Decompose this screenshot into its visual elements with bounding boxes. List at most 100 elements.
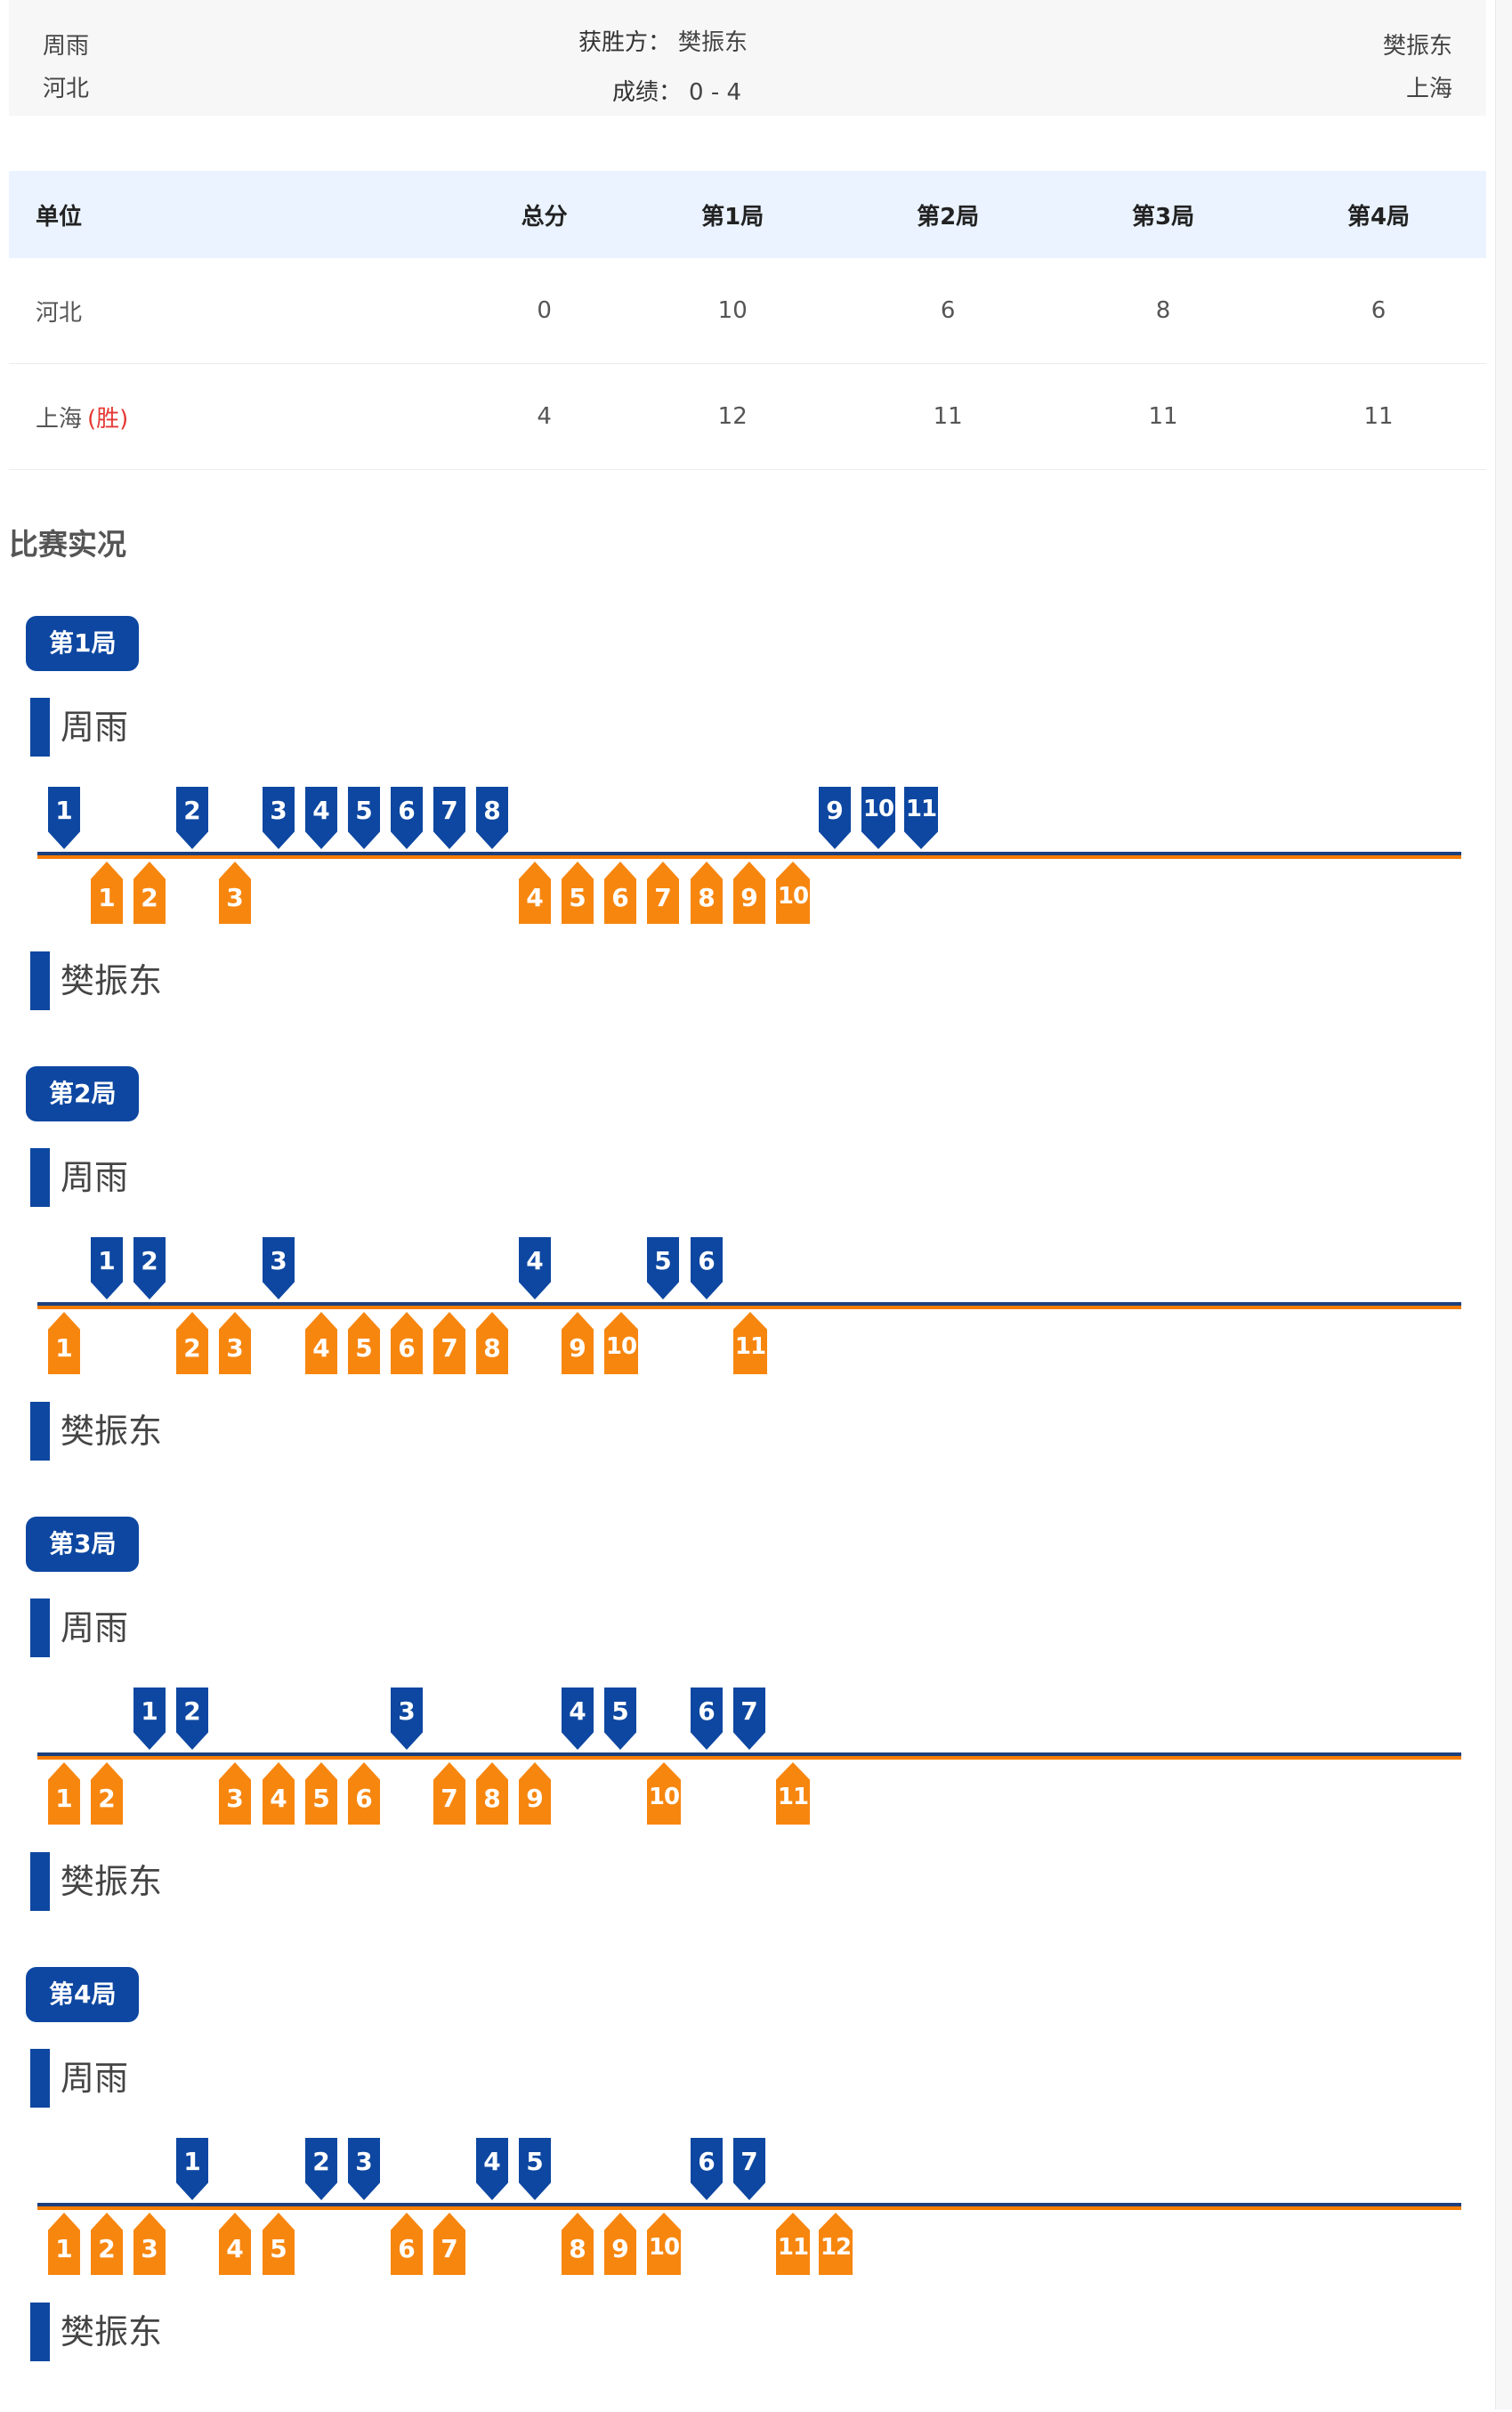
- point-marker-player-b: 11: [776, 2213, 810, 2275]
- player-marker-bar: [30, 1852, 50, 1911]
- table-cell: 11: [1271, 363, 1486, 470]
- player-b-name: 樊振东: [61, 2312, 163, 2351]
- live-section-title: 比赛实况: [9, 527, 126, 562]
- point-marker-player-b: 11: [776, 1762, 810, 1825]
- player-a-label: 周雨: [30, 698, 128, 757]
- point-marker-player-b: 4: [519, 862, 551, 924]
- game-section: 第2局 周雨 1 1 2 2 3 3 4 5 6 7 8 4 9 10 5 6 11 樊振东: [0, 1066, 1495, 1511]
- point-marker-player-b: 1: [48, 1762, 80, 1825]
- left-side: 周雨 河北: [43, 25, 89, 110]
- player-marker-bar: [30, 1402, 50, 1461]
- column-header: 单位: [9, 171, 464, 258]
- score-row: 成绩： 0 - 4: [612, 68, 741, 117]
- player-a-label: 周雨: [30, 1148, 128, 1207]
- point-marker-player-b: 7: [433, 1312, 465, 1374]
- point-marker-player-b: 5: [348, 1312, 380, 1374]
- score-value: 0 - 4: [689, 79, 742, 106]
- point-marker-player-b: 10: [776, 862, 810, 924]
- point-marker-player-b: 9: [562, 1312, 594, 1374]
- point-marker-player-a: 6: [391, 787, 423, 849]
- point-marker-player-b: 4: [263, 1762, 295, 1825]
- point-marker-player-b: 1: [48, 1312, 80, 1374]
- player-b-label: 樊振东: [30, 951, 162, 1010]
- timeline-line: [37, 852, 1461, 855]
- table-cell: 10: [625, 258, 841, 364]
- point-marker-player-b: 9: [604, 2213, 636, 2275]
- point-marker-player-b: 3: [219, 862, 251, 924]
- point-marker-player-b: 5: [263, 2213, 295, 2275]
- point-marker-player-a: 6: [691, 2138, 723, 2200]
- point-marker-player-b: 10: [647, 2213, 681, 2275]
- point-marker-player-a: 8: [476, 787, 508, 849]
- point-marker-player-b: 7: [433, 2213, 465, 2275]
- player-a-label: 周雨: [30, 1599, 128, 1657]
- point-marker-player-b: 4: [305, 1312, 337, 1374]
- player-marker-bar: [30, 951, 50, 1010]
- point-marker-player-a: 4: [562, 1688, 594, 1750]
- table-header-row: 单位 总分 第1局 第2局 第3局 第4局: [9, 171, 1486, 258]
- table-row: 河北 0 10 6 8 6: [9, 258, 1486, 364]
- game-badge: 第4局: [26, 1967, 140, 2022]
- timeline-line: [37, 1302, 1461, 1306]
- point-marker-player-b: 2: [91, 2213, 123, 2275]
- player-b-label: 樊振东: [30, 1852, 162, 1911]
- timeline-line: [37, 2206, 1461, 2210]
- point-marker-player-a: 4: [305, 787, 337, 849]
- column-header: 第3局: [1055, 171, 1272, 258]
- point-marker-player-a: 5: [519, 2138, 551, 2200]
- point-marker-player-b: 6: [348, 1762, 380, 1825]
- point-marker-player-b: 6: [391, 1312, 423, 1374]
- table-cell: 8: [1055, 258, 1272, 364]
- winner-row: 获胜方： 樊振东: [578, 18, 748, 68]
- point-marker-player-a: 7: [433, 787, 465, 849]
- player-marker-bar: [30, 698, 50, 757]
- point-marker-player-a: 2: [176, 787, 208, 849]
- point-marker-player-b: 3: [133, 2213, 166, 2275]
- point-marker-player-b: 3: [219, 1762, 251, 1825]
- player-a-name: 周雨: [61, 2059, 129, 2098]
- point-marker-player-b: 5: [562, 862, 594, 924]
- timeline-line: [37, 2203, 1461, 2206]
- player-b-name: 樊振东: [61, 1412, 163, 1451]
- unit-name: 河北: [36, 299, 83, 327]
- point-marker-player-b: 8: [562, 2213, 594, 2275]
- point-marker-player-a: 1: [91, 1237, 123, 1299]
- column-header: 总分: [464, 171, 626, 258]
- column-header: 第2局: [840, 171, 1056, 258]
- table-cell: 11: [1055, 363, 1272, 470]
- game-badge: 第3局: [26, 1517, 140, 1572]
- player-b-label: 樊振东: [30, 1402, 162, 1461]
- point-marker-player-b: 6: [391, 2213, 423, 2275]
- player-b-name: 樊振东: [61, 1862, 163, 1901]
- column-header: 第1局: [625, 171, 841, 258]
- right-side: 樊振东 上海: [1383, 25, 1452, 110]
- player-b-name: 樊振东: [61, 961, 163, 1000]
- point-marker-player-b: 10: [647, 1762, 681, 1825]
- scrollbar-track[interactable]: [1495, 0, 1512, 2409]
- match-header: 周雨 河北 获胜方： 樊振东 成绩： 0 - 4 樊振东 上海: [9, 0, 1486, 116]
- game-section: 第4局 周雨 1 2 3 1 4 5 2 3 6 7 4 5 8 9 10 6 7 11 12 樊振东: [0, 1967, 1495, 2412]
- point-marker-player-b: 1: [91, 862, 123, 924]
- left-team-name: 河北: [43, 76, 90, 102]
- point-marker-player-b: 12: [819, 2213, 853, 2275]
- point-timeline: 1 1 2 2 3 3 4 5 6 7 8 4 5 6 7 8 9 10 9 10 11: [0, 787, 1495, 947]
- left-player-name: 周雨: [43, 33, 90, 60]
- timeline-line: [37, 1752, 1461, 1756]
- point-marker-player-a: 7: [733, 1688, 765, 1750]
- score-table: 单位 总分 第1局 第2局 第3局 第4局 河北 0 10 6 8 6 上海 (胜…: [9, 171, 1486, 470]
- winner-badge: (胜): [87, 405, 129, 433]
- point-marker-player-a: 9: [819, 787, 851, 849]
- point-marker-player-a: 4: [519, 1237, 551, 1299]
- score-label: 成绩：: [612, 79, 683, 106]
- point-marker-player-a: 2: [305, 2138, 337, 2200]
- point-marker-player-a: 3: [348, 2138, 380, 2200]
- point-marker-player-b: 9: [733, 862, 765, 924]
- point-marker-player-a: 5: [647, 1237, 679, 1299]
- point-marker-player-a: 11: [904, 787, 938, 849]
- winner-name: 樊振东: [678, 29, 748, 56]
- point-marker-player-a: 6: [691, 1237, 723, 1299]
- point-marker-player-b: 8: [476, 1762, 508, 1825]
- game-badge: 第2局: [26, 1066, 140, 1121]
- point-marker-player-a: 5: [604, 1688, 636, 1750]
- point-timeline: 1 1 2 2 3 3 4 5 6 7 8 4 9 10 5 6 11: [0, 1237, 1495, 1397]
